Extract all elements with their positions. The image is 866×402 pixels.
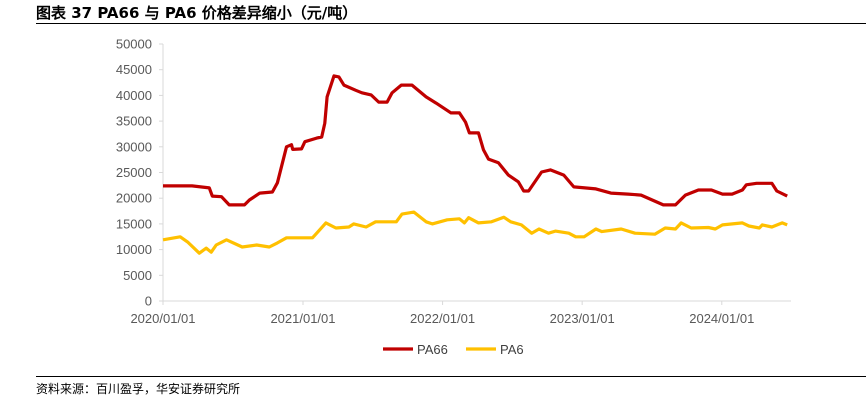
title-divider xyxy=(36,23,866,24)
y-tick-label: 0 xyxy=(145,294,152,309)
y-tick-label: 25000 xyxy=(116,165,152,180)
series-line-pa6 xyxy=(162,210,788,255)
legend-label-pa66: PA66 xyxy=(417,342,448,357)
x-tick-label: 2024/01/01 xyxy=(689,311,754,326)
source-note: 资料来源：百川盈孚，华安证券研究所 xyxy=(36,382,241,396)
y-tick-label: 20000 xyxy=(116,191,152,206)
x-tick-label: 2023/01/01 xyxy=(550,311,615,326)
chart-title: 图表 37 PA66 与 PA6 价格差异缩小（元/吨） xyxy=(36,4,358,22)
y-tick-label: 40000 xyxy=(116,88,152,103)
y-tick-label: 35000 xyxy=(116,114,152,129)
x-tick-label: 2020/01/01 xyxy=(130,311,195,326)
y-tick-label: 50000 xyxy=(116,37,152,52)
series-line-pa66 xyxy=(163,74,788,207)
source-divider xyxy=(36,376,866,377)
y-tick-label: 10000 xyxy=(116,242,152,257)
y-tick-label: 30000 xyxy=(116,139,152,154)
y-tick-label: 45000 xyxy=(116,62,152,77)
y-tick-label: 5000 xyxy=(123,268,152,283)
x-tick-label: 2022/01/01 xyxy=(410,311,475,326)
x-tick-label: 2021/01/01 xyxy=(270,311,335,326)
legend-label-pa6: PA6 xyxy=(500,342,524,357)
y-tick-label: 15000 xyxy=(116,216,152,231)
